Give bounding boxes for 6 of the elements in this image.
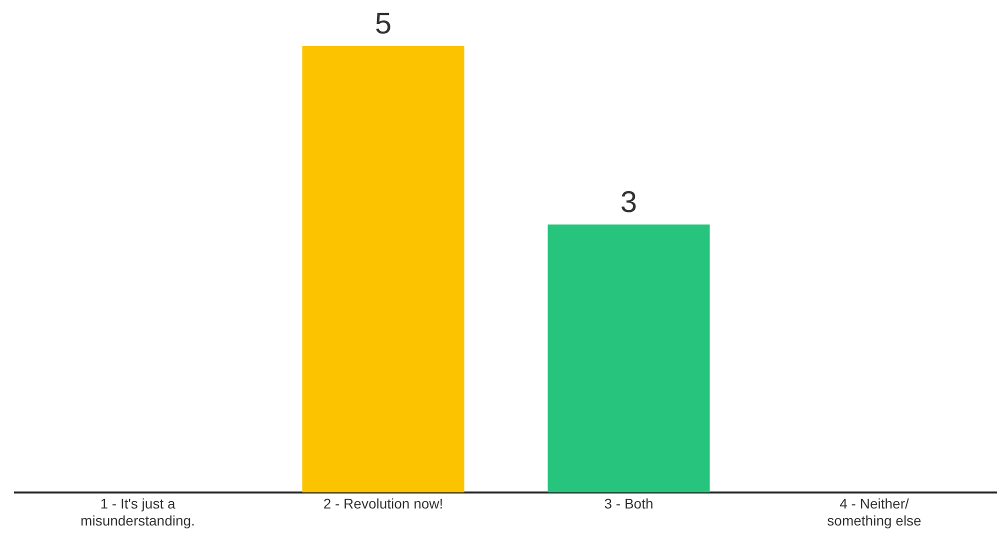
- x-tick-label: 4 - Neither/ something else: [827, 496, 922, 528]
- x-tick-label: 2 - Revolution now!: [323, 496, 444, 512]
- x-tick-label: 3 - Both: [604, 496, 654, 512]
- x-tick-label: 1 - It's just a misunderstanding.: [80, 496, 195, 528]
- data-label: 5: [374, 7, 392, 40]
- data-label: 3: [620, 186, 638, 219]
